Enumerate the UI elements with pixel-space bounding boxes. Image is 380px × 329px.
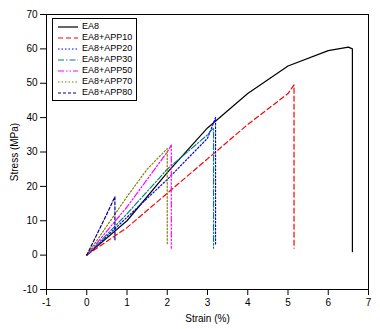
svg-text:20: 20 xyxy=(26,181,38,192)
svg-text:5: 5 xyxy=(285,297,291,308)
html-text:EA8+APP10: EA8+APP10 xyxy=(82,32,133,42)
html-text:EA8+APP80: EA8+APP80 xyxy=(82,87,133,97)
html-text:EA8+APP50: EA8+APP50 xyxy=(82,65,133,75)
html-text:EA8+APP70: EA8+APP70 xyxy=(82,76,133,86)
svg-text:0: 0 xyxy=(32,249,38,260)
svg-text:0: 0 xyxy=(84,297,90,308)
svg-text:2: 2 xyxy=(164,297,170,308)
svg-text:-1: -1 xyxy=(42,297,51,308)
svg-text:6: 6 xyxy=(325,297,331,308)
svg-text:3: 3 xyxy=(205,297,211,308)
html-text:EA8+APP30: EA8+APP30 xyxy=(82,54,133,64)
svg-text:4: 4 xyxy=(245,297,251,308)
svg-text:7: 7 xyxy=(366,297,372,308)
svg-text:70: 70 xyxy=(26,9,38,20)
svg-text:30: 30 xyxy=(26,146,38,157)
svg-text:50: 50 xyxy=(26,77,38,88)
html-text:EA8: EA8 xyxy=(82,21,99,31)
svg-text:10: 10 xyxy=(26,215,38,226)
svg-text:Strain (%): Strain (%) xyxy=(185,313,229,324)
svg-text:-10: -10 xyxy=(23,284,38,295)
svg-text:60: 60 xyxy=(26,43,38,54)
svg-text:Stress (MPa): Stress (MPa) xyxy=(9,123,20,181)
svg-text:40: 40 xyxy=(26,112,38,123)
html-text:EA8+APP20: EA8+APP20 xyxy=(82,43,133,53)
svg-text:1: 1 xyxy=(124,297,130,308)
